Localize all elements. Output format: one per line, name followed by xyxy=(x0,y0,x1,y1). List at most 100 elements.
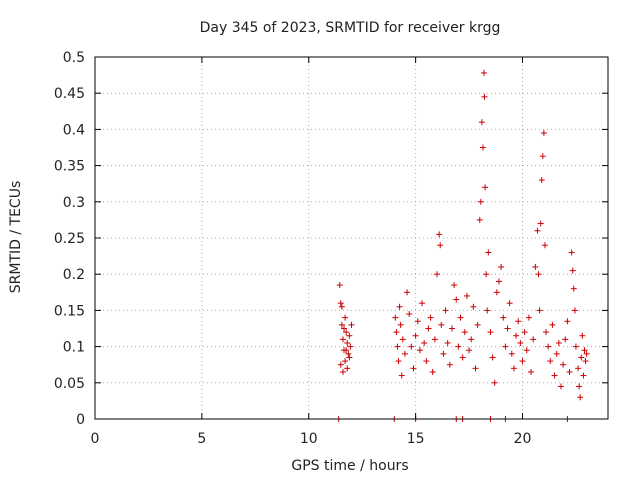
data-point xyxy=(582,358,589,365)
y-tick-label: 0.1 xyxy=(63,340,85,356)
data-point xyxy=(337,300,344,307)
data-point xyxy=(538,177,545,184)
data-point xyxy=(517,339,524,346)
y-tick-label: 0.35 xyxy=(54,159,85,175)
data-point xyxy=(455,343,462,350)
data-point xyxy=(343,329,350,336)
y-tick-label: 0.45 xyxy=(54,86,85,102)
grid xyxy=(95,57,608,419)
data-point xyxy=(397,321,404,328)
x-tick-label: 10 xyxy=(300,431,318,447)
data-point xyxy=(528,368,535,375)
data-point xyxy=(536,307,543,314)
data-point xyxy=(398,372,405,379)
data-point xyxy=(502,343,509,350)
data-point xyxy=(523,347,530,354)
y-tick-label: 0.05 xyxy=(54,376,85,392)
data-point xyxy=(338,321,345,328)
data-point xyxy=(483,271,490,278)
data-point xyxy=(345,350,352,357)
data-point xyxy=(540,130,547,137)
data-point xyxy=(425,325,432,332)
data-point xyxy=(578,354,585,361)
data-point xyxy=(521,329,528,336)
data-point xyxy=(429,368,436,375)
x-tick-label: 20 xyxy=(514,431,532,447)
data-point xyxy=(408,343,415,350)
data-point xyxy=(336,282,343,289)
data-point xyxy=(530,336,537,343)
data-point xyxy=(479,144,486,151)
data-point xyxy=(421,339,428,346)
data-point xyxy=(461,329,468,336)
data-point xyxy=(463,292,470,299)
data-point xyxy=(344,339,351,346)
data-point xyxy=(448,325,455,332)
x-tick-label: 15 xyxy=(407,431,425,447)
data-point xyxy=(498,263,505,270)
y-axis-label: SRMTID / TECUs xyxy=(8,181,24,294)
data-point xyxy=(414,318,421,325)
data-point xyxy=(474,321,481,328)
data-point xyxy=(457,314,464,321)
data-point xyxy=(572,343,579,350)
data-point xyxy=(537,220,544,227)
data-point xyxy=(551,372,558,379)
data-point xyxy=(444,339,451,346)
data-point xyxy=(477,198,484,205)
data-point xyxy=(493,289,500,296)
data-point xyxy=(525,314,532,321)
data-point xyxy=(395,358,402,365)
data-point xyxy=(347,343,354,350)
x-tick-label: 0 xyxy=(91,431,100,447)
data-point xyxy=(459,354,466,361)
data-point xyxy=(545,343,552,350)
data-point xyxy=(581,347,588,354)
data-point xyxy=(571,307,578,314)
y-tick-label: 0.15 xyxy=(54,303,85,319)
data-point xyxy=(466,347,473,354)
data-point xyxy=(436,231,443,238)
data-point xyxy=(476,216,483,223)
data-point xyxy=(562,336,569,343)
data-point xyxy=(569,267,576,274)
x-axis-label: GPS time / hours xyxy=(291,458,408,474)
data-point xyxy=(506,300,513,307)
data-point xyxy=(487,329,494,336)
data-point xyxy=(393,329,400,336)
data-point xyxy=(399,336,406,343)
y-tick-label: 0.4 xyxy=(63,122,85,138)
data-point xyxy=(339,368,346,375)
data-point xyxy=(541,242,548,249)
data-point xyxy=(344,365,351,372)
data-point xyxy=(431,336,438,343)
ticks: 0 0.05 0.1 0.15 0.2 0.25 0.3 0.35 0.4 0.45 0.5 0 5 10… xyxy=(54,50,608,447)
data-point xyxy=(446,361,453,368)
data-point xyxy=(416,347,423,354)
data-point xyxy=(555,339,562,346)
data-point xyxy=(401,350,408,357)
y-tick-label: 0.25 xyxy=(54,231,85,247)
data-point xyxy=(549,321,556,328)
y-tick-label: 0.5 xyxy=(63,50,85,66)
data-point xyxy=(510,365,517,372)
data-point xyxy=(489,354,496,361)
data-point xyxy=(547,358,554,365)
data-point xyxy=(532,263,539,270)
data-point xyxy=(570,285,577,292)
data-point xyxy=(472,365,479,372)
data-point xyxy=(343,347,350,354)
data-point xyxy=(515,318,522,325)
y-tick-label: 0.2 xyxy=(63,267,85,283)
data-point xyxy=(485,249,492,256)
data-point xyxy=(568,249,575,256)
data-point xyxy=(519,358,526,365)
data-point xyxy=(337,361,344,368)
data-point xyxy=(346,354,353,361)
data-point xyxy=(396,303,403,310)
data-point xyxy=(583,350,590,357)
data-point xyxy=(419,300,426,307)
data-point xyxy=(410,365,417,372)
data-point xyxy=(481,69,488,76)
